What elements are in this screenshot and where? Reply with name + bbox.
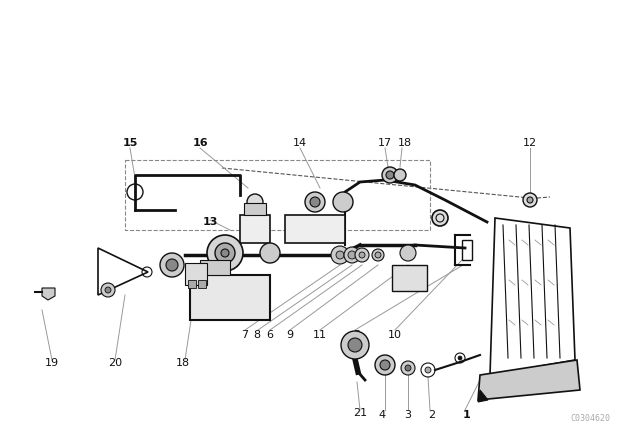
Text: 18: 18 [398, 138, 412, 148]
Circle shape [527, 197, 533, 203]
Bar [198, 280, 206, 288]
Circle shape [382, 167, 398, 183]
Text: 8: 8 [253, 330, 260, 340]
Circle shape [355, 248, 369, 262]
Circle shape [247, 194, 263, 210]
Text: 21: 21 [353, 408, 367, 418]
Text: 14: 14 [293, 138, 307, 148]
Circle shape [386, 171, 394, 179]
Circle shape [105, 287, 111, 293]
Circle shape [359, 252, 365, 258]
Circle shape [380, 360, 390, 370]
Polygon shape [478, 390, 488, 402]
Text: 20: 20 [108, 358, 122, 368]
Text: 18: 18 [176, 358, 190, 368]
Circle shape [348, 338, 362, 352]
Text: 4: 4 [378, 410, 385, 420]
Circle shape [336, 251, 344, 259]
Text: 5: 5 [353, 330, 360, 340]
Circle shape [348, 251, 356, 259]
Bar [244, 203, 266, 215]
Circle shape [341, 331, 369, 359]
Circle shape [101, 283, 115, 297]
Text: 15: 15 [122, 138, 138, 148]
Text: 17: 17 [378, 138, 392, 148]
Text: C0304620: C0304620 [570, 414, 610, 423]
Circle shape [166, 259, 178, 271]
Bar [185, 263, 207, 285]
Text: 1: 1 [463, 410, 471, 420]
Polygon shape [42, 288, 55, 300]
Circle shape [344, 247, 360, 263]
Polygon shape [478, 360, 580, 400]
Circle shape [260, 243, 280, 263]
Circle shape [394, 169, 406, 181]
Text: 16: 16 [192, 138, 208, 148]
Circle shape [458, 356, 462, 360]
Circle shape [432, 210, 448, 226]
Text: 7: 7 [241, 330, 248, 340]
Text: 12: 12 [523, 138, 537, 148]
Circle shape [160, 253, 184, 277]
Text: 9: 9 [287, 330, 294, 340]
Circle shape [215, 243, 235, 263]
Text: 11: 11 [313, 330, 327, 340]
Circle shape [305, 192, 325, 212]
Circle shape [375, 252, 381, 258]
Circle shape [221, 249, 229, 257]
Circle shape [310, 197, 320, 207]
Circle shape [405, 365, 411, 371]
Text: 3: 3 [404, 410, 412, 420]
Circle shape [207, 235, 243, 271]
Circle shape [375, 355, 395, 375]
Circle shape [523, 193, 537, 207]
Circle shape [372, 249, 384, 261]
Circle shape [425, 367, 431, 373]
Bar [392, 265, 427, 291]
Bar [240, 215, 270, 243]
Circle shape [333, 192, 353, 212]
Circle shape [400, 245, 416, 261]
Circle shape [401, 361, 415, 375]
Text: 6: 6 [266, 330, 273, 340]
Text: 13: 13 [202, 217, 218, 227]
Text: 19: 19 [45, 358, 59, 368]
Text: 2: 2 [428, 410, 436, 420]
Text: 10: 10 [388, 330, 402, 340]
Circle shape [331, 246, 349, 264]
Bar [188, 280, 196, 288]
Bar [200, 260, 230, 275]
Bar [190, 275, 270, 320]
Bar [285, 215, 345, 243]
